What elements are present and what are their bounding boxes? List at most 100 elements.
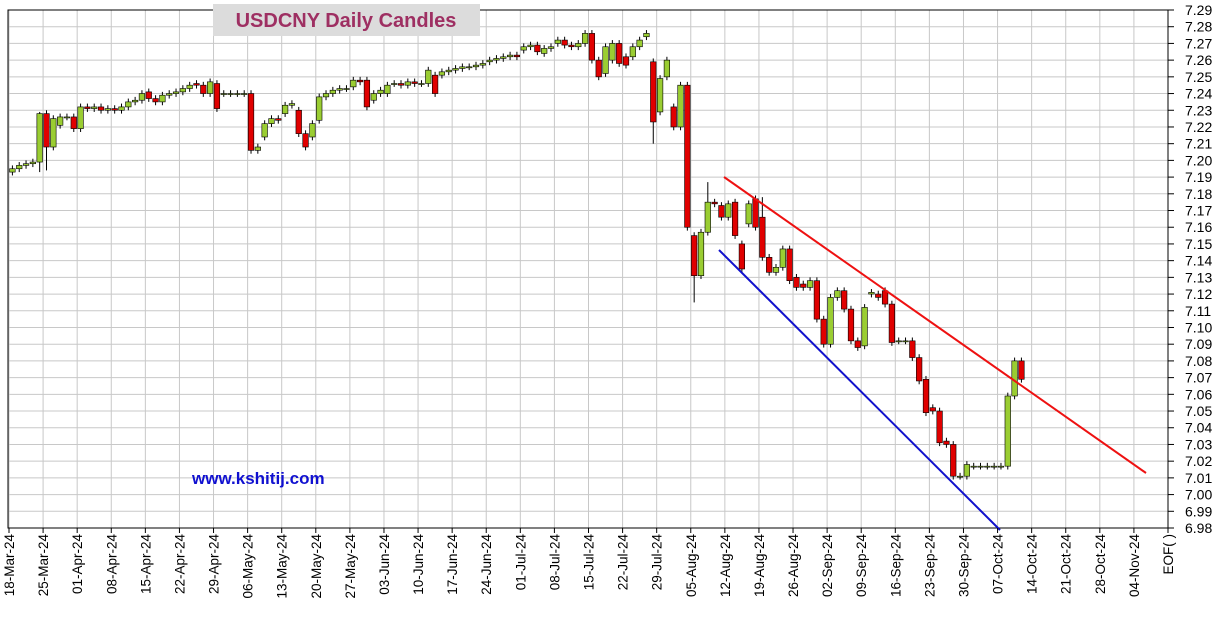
- candle-body: [793, 277, 800, 288]
- x-tick-label: 29-Apr-24: [207, 534, 222, 595]
- candle-body: [834, 290, 841, 298]
- x-tick-label: 01-Jul-24: [513, 534, 528, 591]
- grid-layer: [8, 9, 1169, 529]
- candle-body: [179, 88, 186, 93]
- candle-body: [963, 464, 970, 477]
- candle-body: [534, 44, 541, 53]
- y-tick-label: 7.15: [1185, 236, 1212, 252]
- candle-body: [704, 201, 711, 233]
- candle-body: [104, 108, 111, 111]
- x-tick-label: 16-Sep-24: [888, 534, 903, 598]
- x-tick-label: 18-Mar-24: [2, 534, 17, 597]
- resistance-trendline: [723, 176, 1147, 474]
- y-tick-label: 7.06: [1185, 386, 1212, 402]
- x-tick-label: 27-May-24: [343, 534, 358, 599]
- candle-body: [902, 340, 909, 343]
- x-tick-label: 15-Jul-24: [582, 534, 597, 591]
- candle-body: [77, 106, 84, 129]
- candle-body: [63, 116, 71, 119]
- x-tick-label: 02-Sep-24: [820, 534, 835, 598]
- candle-body: [827, 297, 834, 345]
- candle-body: [29, 161, 36, 165]
- candle-body: [868, 292, 875, 295]
- candle-body: [268, 118, 275, 124]
- candle-body: [506, 54, 514, 58]
- x-tick-label: 19-Aug-24: [752, 534, 767, 598]
- x-tick-label: 17-Jun-24: [445, 534, 460, 595]
- chart-title: USDCNY Daily Candles: [236, 10, 457, 32]
- candle-body: [725, 203, 732, 218]
- y-tick-label: 7.21: [1185, 136, 1212, 152]
- candle-body: [752, 198, 759, 228]
- y-tick-label: 7.01: [1185, 470, 1212, 486]
- candle-body: [363, 79, 371, 108]
- candle-body: [779, 248, 786, 268]
- candle-body: [759, 216, 766, 258]
- candle-body: [541, 48, 548, 54]
- candle-body: [588, 33, 596, 61]
- y-tick-label: 7.09: [1185, 336, 1212, 352]
- x-tick-label: 29-Jul-24: [650, 534, 665, 591]
- candle-body: [57, 116, 64, 126]
- candle-body: [118, 106, 125, 111]
- y-tick-label: 7.11: [1185, 303, 1211, 319]
- candle-body: [1004, 395, 1011, 467]
- candle-body: [97, 106, 105, 111]
- x-tick-label: 25-Mar-24: [36, 534, 51, 597]
- candle-body: [261, 123, 268, 138]
- candle-body: [479, 63, 486, 66]
- x-tick-label: 03-Jun-24: [377, 534, 392, 595]
- candle-body: [445, 69, 452, 73]
- candle-body: [731, 201, 739, 236]
- y-tick-label: 7.29: [1185, 2, 1212, 18]
- y-tick-label: 7.02: [1185, 453, 1212, 469]
- candle-body: [172, 91, 180, 94]
- y-tick-label: 7.14: [1185, 253, 1212, 269]
- y-tick-label: 7.12: [1185, 286, 1212, 302]
- candle-body: [404, 81, 411, 86]
- watermark: www.kshitij.com: [191, 469, 325, 488]
- candle-body: [820, 318, 827, 345]
- candle-body: [295, 109, 302, 134]
- x-tick-label: 22-Jul-24: [616, 534, 631, 591]
- candle-body: [91, 106, 98, 109]
- y-tick-label: 6.98: [1185, 520, 1212, 536]
- y-tick-label: 7.07: [1185, 370, 1212, 386]
- candle-body: [336, 88, 343, 91]
- x-tick-label: 21-Oct-24: [1059, 534, 1074, 595]
- candle-body: [738, 243, 745, 270]
- candle-body: [384, 84, 391, 94]
- candle-body: [43, 113, 50, 148]
- y-tick-label: 7.05: [1185, 403, 1212, 419]
- candle-body: [684, 84, 691, 228]
- y-tick-label: 7.10: [1185, 319, 1212, 335]
- candle-body: [806, 280, 814, 288]
- candle-body: [36, 113, 43, 163]
- x-tick-label: 28-Oct-24: [1093, 534, 1108, 595]
- candle-body: [234, 93, 241, 95]
- candle-body: [847, 308, 855, 342]
- y-tick-label: 7.24: [1185, 86, 1212, 102]
- candle-body: [357, 79, 364, 83]
- candle-body: [302, 133, 309, 148]
- candle-body: [9, 168, 16, 173]
- candle-body: [575, 43, 582, 48]
- candle-body: [125, 101, 132, 108]
- x-tick-label: 09-Sep-24: [854, 534, 869, 598]
- candle-body: [418, 83, 425, 85]
- support-trendline: [718, 249, 1001, 531]
- axis-layer: 6.986.997.007.017.027.037.047.057.067.07…: [2, 2, 1212, 599]
- candle-body: [691, 235, 698, 276]
- candle-body: [282, 104, 289, 114]
- candle-body: [561, 39, 568, 46]
- candle-body: [650, 61, 657, 123]
- candle-body: [766, 257, 773, 273]
- candle-body: [841, 290, 848, 310]
- candle-body: [895, 340, 902, 343]
- candle-body: [16, 165, 23, 170]
- y-tick-label: 7.22: [1185, 119, 1212, 135]
- x-tick-label: 05-Aug-24: [684, 534, 699, 598]
- x-tick-label: 01-Apr-24: [70, 534, 85, 595]
- candle-body: [22, 163, 30, 166]
